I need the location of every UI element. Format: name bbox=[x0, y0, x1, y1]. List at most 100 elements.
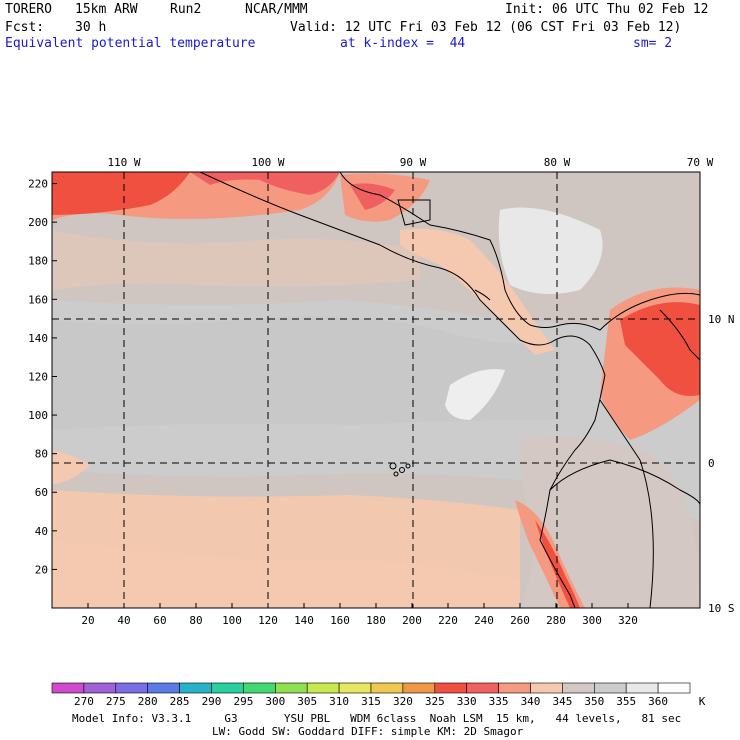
colorbar-label: 270 bbox=[74, 695, 94, 708]
lat-lon-grid bbox=[52, 172, 700, 608]
bottom-grid-label: 100 bbox=[222, 614, 242, 627]
colorbar-label: 305 bbox=[297, 695, 317, 708]
colorbar-label: 300 bbox=[265, 695, 285, 708]
colorbar-swatch bbox=[179, 682, 212, 694]
coastline-central-america-pacific bbox=[199, 171, 606, 376]
latitude-label: 10 N bbox=[708, 313, 735, 326]
run-label: Run2 bbox=[170, 2, 202, 17]
colorbar-label: 290 bbox=[202, 695, 222, 708]
bottom-grid-label: 180 bbox=[366, 614, 386, 627]
level-info: at k-index = 44 bbox=[340, 36, 466, 51]
bottom-grid-label: 40 bbox=[117, 614, 130, 627]
bottom-grid-label: 60 bbox=[153, 614, 166, 627]
bottom-grid-label: 260 bbox=[510, 614, 530, 627]
physics-info: LW: Godd SW: Goddard DIFF: simple KM: 2D… bbox=[212, 725, 524, 738]
field-band-345-north bbox=[52, 230, 420, 290]
colorbar-swatch bbox=[530, 682, 563, 694]
temperature-field bbox=[52, 172, 700, 608]
border-colombia-venezuela bbox=[659, 309, 701, 361]
left-grid-label: 140 bbox=[28, 332, 48, 345]
colorbar-swatch bbox=[147, 682, 180, 694]
colorbar-label: 360 bbox=[648, 695, 668, 708]
field-band-330-peru-coast bbox=[535, 520, 580, 608]
left-grid-label: 100 bbox=[28, 409, 48, 422]
colorbar-labels: 270 275 280 285 290 295 300 305 310 315 320 325 330 3… bbox=[74, 695, 706, 708]
longitude-label: 80 W bbox=[544, 156, 571, 169]
colorbar-label: 345 bbox=[552, 695, 572, 708]
colorbar-label: 320 bbox=[393, 695, 413, 708]
colorbar-swatch bbox=[211, 682, 244, 694]
bottom-grid-label: 200 bbox=[402, 614, 422, 627]
colorbar-label: 310 bbox=[329, 695, 349, 708]
field-band-340-central-america bbox=[400, 228, 555, 355]
bottom-grid-label: 120 bbox=[258, 614, 278, 627]
field-band-360-caribbean bbox=[498, 207, 603, 294]
field-band-330-northwest bbox=[52, 172, 190, 215]
coastline-colombia-north bbox=[559, 292, 701, 331]
left-grid-label: 160 bbox=[28, 293, 48, 306]
colorbar-swatch bbox=[466, 682, 499, 694]
border-colombia-ecuador bbox=[599, 399, 641, 461]
colorbar-unit: K bbox=[699, 695, 706, 708]
colorbar-swatch bbox=[51, 682, 85, 694]
field-band-340-west-equator bbox=[52, 450, 90, 485]
left-grid-label: 40 bbox=[35, 525, 48, 538]
coastline-central-america-caribbean bbox=[339, 171, 561, 328]
latitude-label: 10 S bbox=[708, 602, 735, 615]
axis-ticks bbox=[52, 183, 629, 608]
colorbar-swatch bbox=[625, 682, 659, 694]
colorbar-label: 315 bbox=[361, 695, 381, 708]
colorbar-label: 355 bbox=[616, 695, 636, 708]
border-peru-brazil bbox=[639, 459, 654, 609]
init-time: Init: 06 UTC Thu 02 Feb 12 bbox=[505, 2, 709, 17]
colorbar-label: 330 bbox=[457, 695, 477, 708]
axis-labels: 220 200 180 160 140 120 100 80 60 40 20 20 40 60 80 100… bbox=[28, 156, 734, 627]
left-grid-label: 80 bbox=[35, 448, 48, 461]
colorbar-label: 350 bbox=[584, 695, 604, 708]
longitude-label: 90 W bbox=[400, 156, 427, 169]
bottom-grid-label: 320 bbox=[618, 614, 638, 627]
colorbar-label: 275 bbox=[106, 695, 126, 708]
colorbar-swatch bbox=[370, 682, 404, 694]
colorbar-swatch bbox=[434, 682, 467, 694]
colorbar-label: 280 bbox=[138, 695, 158, 708]
colorbar-label: 285 bbox=[170, 695, 190, 708]
valid-time: Valid: 12 UTC Fri 03 Feb 12 (06 CST Fri … bbox=[290, 20, 682, 35]
colorbar-swatch bbox=[338, 682, 372, 694]
bottom-grid-label: 160 bbox=[330, 614, 350, 627]
colorbar-swatch bbox=[115, 682, 149, 694]
left-grid-label: 200 bbox=[28, 216, 48, 229]
left-grid-label: 60 bbox=[35, 486, 48, 499]
colorbar-swatch bbox=[306, 682, 340, 694]
colorbar-swatch bbox=[562, 682, 595, 694]
colorbar-swatch bbox=[402, 682, 436, 694]
field-band-355 bbox=[52, 316, 560, 430]
border-belize bbox=[397, 199, 431, 226]
left-grid-label: 180 bbox=[28, 255, 48, 268]
smoothing-info: sm= 2 bbox=[633, 36, 673, 51]
colorbar-swatch bbox=[657, 682, 691, 694]
field-band-330-colombia bbox=[620, 302, 700, 396]
left-grid-label: 20 bbox=[35, 563, 48, 576]
model-name: TORERO bbox=[5, 2, 52, 17]
field-band-360-pacific bbox=[445, 369, 505, 420]
field-band-340-south bbox=[52, 540, 520, 608]
bottom-grid-label: 220 bbox=[438, 614, 458, 627]
bottom-grid-label: 300 bbox=[582, 614, 602, 627]
forecast-label: Fcst: bbox=[5, 20, 45, 35]
latitude-label: 0 bbox=[708, 457, 715, 470]
longitude-label: 70 W bbox=[687, 156, 714, 169]
bottom-grid-label: 240 bbox=[474, 614, 494, 627]
field-band-330-mexico bbox=[190, 172, 340, 195]
colorbar-swatch bbox=[593, 682, 627, 694]
model-resolution: 15km ARW bbox=[75, 2, 138, 17]
institution-label: NCAR/MMM bbox=[245, 2, 308, 17]
field-name: Equivalent potential temperature bbox=[5, 36, 256, 51]
longitude-label: 100 W bbox=[251, 156, 284, 169]
colorbar-label: 340 bbox=[521, 695, 541, 708]
colorbar-label: 335 bbox=[489, 695, 509, 708]
longitude-label: 110 W bbox=[107, 156, 140, 169]
bottom-grid-label: 280 bbox=[546, 614, 566, 627]
